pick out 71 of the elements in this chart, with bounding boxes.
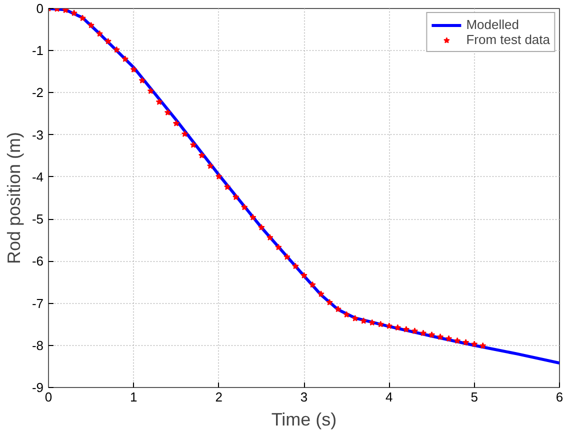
y-tick-label: -2 bbox=[32, 85, 44, 100]
point bbox=[104, 38, 112, 44]
point bbox=[436, 333, 444, 340]
point bbox=[181, 130, 188, 137]
x-tick-label: 4 bbox=[386, 390, 393, 404]
y-tick-label: -3 bbox=[32, 127, 44, 142]
point bbox=[224, 184, 231, 190]
y-tick-label: -9 bbox=[32, 380, 44, 395]
point bbox=[215, 173, 222, 180]
point bbox=[462, 338, 470, 346]
legend-label: From test data bbox=[466, 32, 550, 47]
y-tick-label: -6 bbox=[32, 254, 44, 269]
y-tick-label: -1 bbox=[32, 43, 44, 58]
y-tick-label: -7 bbox=[32, 296, 44, 311]
point bbox=[284, 253, 290, 260]
legend-label: Modelled bbox=[466, 17, 519, 32]
point bbox=[130, 66, 138, 72]
x-axis-title: Time (s) bbox=[271, 410, 337, 430]
point bbox=[266, 234, 274, 241]
point bbox=[172, 120, 180, 126]
point bbox=[420, 330, 427, 336]
point bbox=[122, 56, 129, 62]
point bbox=[326, 298, 333, 306]
point bbox=[360, 317, 367, 324]
point bbox=[343, 311, 350, 318]
point bbox=[470, 340, 478, 348]
point bbox=[206, 162, 214, 169]
point bbox=[232, 194, 240, 200]
point bbox=[454, 337, 461, 344]
point bbox=[70, 10, 78, 16]
point bbox=[96, 30, 103, 37]
point bbox=[377, 320, 384, 328]
point bbox=[445, 335, 452, 342]
y-tick-label: -8 bbox=[32, 338, 44, 353]
y-axis-title: Rod position (m) bbox=[4, 132, 24, 264]
point bbox=[147, 88, 154, 94]
point bbox=[394, 324, 402, 331]
point bbox=[156, 98, 163, 105]
point bbox=[309, 281, 316, 288]
point bbox=[198, 152, 206, 158]
point bbox=[352, 314, 358, 322]
point bbox=[292, 262, 299, 270]
y-tick-label: -5 bbox=[32, 212, 44, 227]
x-tick-label: 3 bbox=[300, 390, 308, 404]
point bbox=[428, 331, 436, 338]
line-series bbox=[48, 8, 560, 365]
x-tick-label: 1 bbox=[130, 390, 138, 404]
point bbox=[62, 8, 69, 14]
x-tick-label: 6 bbox=[556, 390, 564, 404]
y-tick-label: -4 bbox=[32, 169, 44, 184]
point bbox=[258, 224, 265, 230]
point bbox=[411, 328, 418, 334]
point bbox=[275, 244, 282, 250]
point bbox=[334, 306, 342, 312]
point bbox=[386, 322, 393, 329]
point bbox=[241, 204, 248, 210]
point bbox=[479, 342, 486, 349]
point bbox=[113, 46, 120, 53]
point bbox=[318, 290, 324, 297]
x-tick-label: 2 bbox=[215, 390, 222, 404]
x-tick-label: 5 bbox=[470, 390, 478, 404]
point bbox=[88, 22, 94, 28]
point bbox=[402, 326, 410, 332]
point bbox=[79, 14, 86, 22]
point bbox=[190, 141, 197, 148]
point bbox=[164, 109, 172, 116]
point bbox=[250, 214, 256, 220]
y-tick-label: 0 bbox=[36, 1, 44, 16]
point bbox=[368, 319, 376, 326]
point bbox=[138, 77, 146, 84]
point bbox=[300, 272, 308, 278]
